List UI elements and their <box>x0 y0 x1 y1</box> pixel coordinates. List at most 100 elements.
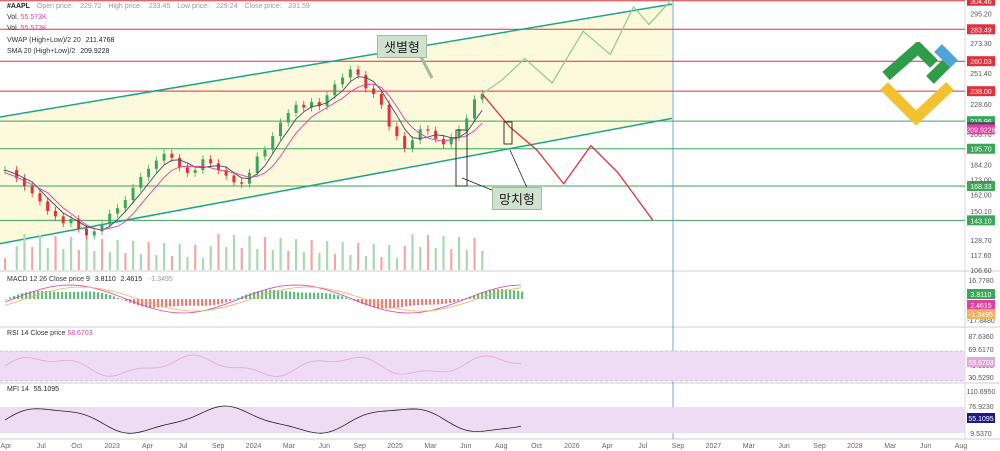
macd-histogram-bar <box>477 293 480 299</box>
indicator-value-badge <box>967 289 995 299</box>
macd-histogram-bar <box>493 289 496 299</box>
candle-body <box>147 168 151 177</box>
macd-histogram-bar <box>245 294 248 299</box>
time-tick-label: Mar <box>884 443 897 450</box>
volume-bar <box>349 255 352 270</box>
volume-bar <box>139 254 142 270</box>
candle-body <box>84 228 88 236</box>
legend-sma: SMA 20 (High+Low)/2 209.9228 <box>7 48 109 55</box>
volume-bar <box>403 246 406 270</box>
macd-histogram-bar <box>413 299 416 306</box>
price-tick-label: 128.70 <box>970 238 992 245</box>
volume-bar <box>388 245 391 270</box>
volume-bar <box>54 236 57 270</box>
macd-histogram-bar <box>53 291 56 299</box>
macd-histogram-bar <box>237 297 240 299</box>
candle-body <box>418 129 422 141</box>
macd-histogram-bar <box>469 296 472 299</box>
time-tick-label: 2026 <box>564 443 580 450</box>
candle-body <box>240 182 244 184</box>
macd-histogram-bar <box>269 289 272 299</box>
candle-body <box>154 160 158 169</box>
macd-histogram-bar <box>505 289 508 299</box>
macd-histogram-bar <box>485 291 488 299</box>
legend-rsi: RSI 14 Close price 58.6703 <box>7 330 93 337</box>
macd-histogram-bar <box>93 291 96 299</box>
indicator-value-label: 58.6703 <box>968 360 993 367</box>
macd-histogram-bar <box>65 292 68 299</box>
candle-body <box>22 178 26 187</box>
indicator-value-badge <box>967 357 995 367</box>
time-tick-label: Jun <box>460 443 471 450</box>
candle-body <box>294 104 298 113</box>
price-level-badge <box>967 56 995 67</box>
price-tick-label: 206.70 <box>970 132 992 139</box>
time-tick-label: Mar <box>743 443 756 450</box>
volume-bar <box>279 238 282 270</box>
candle-body <box>333 84 337 96</box>
macd-histogram-bar <box>113 296 116 299</box>
volume-bar <box>232 235 236 270</box>
macd-histogram-bar <box>309 292 312 299</box>
macd-histogram-bar <box>429 299 432 305</box>
legend-mfi: MFI 14 55.1095 <box>7 386 59 393</box>
macd-histogram-bar <box>9 297 12 299</box>
macd-histogram-bar <box>305 292 308 299</box>
volume-bar <box>163 243 166 270</box>
macd-histogram-bar <box>169 299 172 307</box>
volume-bar <box>318 253 321 270</box>
pattern-label-ascending: 샛별형 <box>377 35 427 58</box>
pattern-label-hammer: 망치형 <box>492 187 542 210</box>
vol-value: 55.573K <box>20 25 47 32</box>
volume-bar <box>364 256 368 270</box>
time-tick-label: Jun <box>920 443 931 450</box>
macd-histogram-bar <box>293 291 296 299</box>
time-tick-label: Aug <box>955 443 968 450</box>
hammer-arrow <box>509 149 529 191</box>
macd-histogram-bar <box>217 299 220 305</box>
price-level-label: 283.49 <box>970 27 992 34</box>
volume-bar <box>155 255 158 270</box>
macd-histogram-bar <box>49 291 52 299</box>
candle-body <box>449 137 453 145</box>
vol-label: Vol. <box>7 25 19 32</box>
price-level-label: 195.70 <box>970 147 992 154</box>
candle-body <box>131 187 135 201</box>
candle-body <box>123 200 127 209</box>
macd-histogram-bar <box>45 291 48 299</box>
macd-histogram-bar <box>197 299 200 306</box>
candle-body <box>403 136 407 149</box>
macd-histogram-bar <box>81 291 84 299</box>
price-level-badge <box>967 0 995 6</box>
price-level-badge <box>967 180 995 191</box>
mfi-line <box>4 405 522 434</box>
price-level-label: 143.10 <box>970 218 992 225</box>
volume-bar <box>333 254 336 270</box>
indicator-value-badge <box>967 413 995 423</box>
candle-body <box>348 69 352 78</box>
candle-body <box>170 153 174 158</box>
vol-label: Vol. <box>7 14 19 21</box>
volume-bar <box>426 235 430 270</box>
mfi-tick-label: 76.9230 <box>968 404 993 411</box>
volume-bar <box>256 249 259 270</box>
macd-histogram-bar <box>157 299 160 308</box>
macd-histogram-bar <box>41 290 44 299</box>
indicator-value-label: 3.8110 <box>971 292 992 299</box>
macd-histogram-bar <box>221 299 224 304</box>
time-tick-label: Apr <box>142 443 154 450</box>
volume-bar <box>473 238 476 270</box>
volume-bar <box>225 247 228 270</box>
candle-body <box>457 129 461 138</box>
candle-body <box>216 163 220 171</box>
volume-bar <box>248 236 251 270</box>
price-level-badge <box>967 86 995 97</box>
hammer-box <box>503 121 513 145</box>
macd-histogram-bar <box>297 292 300 299</box>
candle-body <box>278 122 282 137</box>
close-value: 231.59 <box>288 3 310 10</box>
channel-fill <box>0 4 672 244</box>
macd-histogram-bar <box>33 291 36 299</box>
volume-bar <box>395 258 399 270</box>
